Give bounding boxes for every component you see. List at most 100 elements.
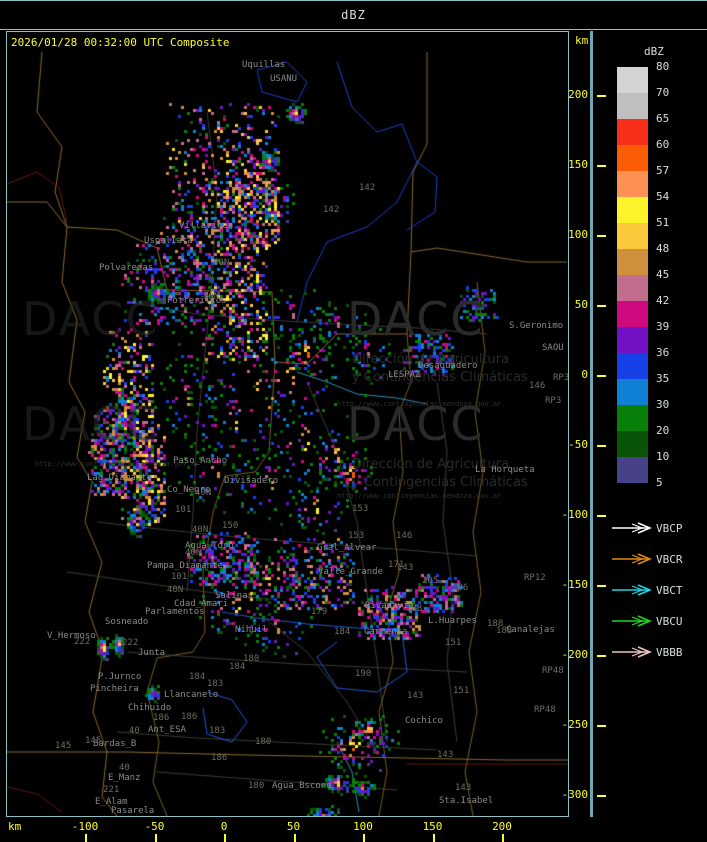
- km-unit-bottom: km: [8, 820, 22, 833]
- route-label: 179: [311, 607, 328, 617]
- arrow-legend-label: VBCU: [656, 615, 683, 628]
- y-tick-mark: [597, 165, 606, 167]
- colorbar-band[interactable]: [617, 119, 648, 145]
- y-axis-line: [590, 31, 593, 817]
- place-label: Chihuido: [128, 703, 172, 713]
- place-label: SAOU: [542, 343, 564, 353]
- y-tick-mark: [597, 655, 606, 657]
- colorbar-band[interactable]: [617, 223, 648, 249]
- colorbar-band[interactable]: [617, 457, 648, 483]
- arrow-legend-label: VBCT: [656, 584, 683, 597]
- colorbar-band[interactable]: [617, 145, 648, 171]
- km-unit-top: km: [575, 34, 589, 47]
- route-label: 186: [211, 753, 228, 763]
- place-label: La Horqueta: [475, 465, 535, 475]
- place-label: Sosneado: [105, 617, 149, 627]
- watermark-brand: DACC: [22, 292, 160, 346]
- route-label: 142: [359, 183, 376, 193]
- radar-plot-area[interactable]: DACC Dirección de Agricultura y Continge…: [7, 52, 568, 816]
- colorbar-band[interactable]: [617, 353, 648, 379]
- route-label: 222: [74, 637, 91, 647]
- colorbar-tick-label: 10: [656, 450, 670, 463]
- route-label: 143: [397, 563, 414, 573]
- x-tick-mark: [224, 834, 226, 842]
- place-label: Pasarela: [111, 806, 155, 816]
- y-tick-label: -100: [561, 508, 589, 521]
- watermark-line1: Dirección de Agricultura: [352, 457, 510, 472]
- y-tick-label: 100: [568, 228, 588, 241]
- timestamp-label: 2026/01/28 00:32:00 UTC Composite: [11, 35, 230, 49]
- watermark-brand: DACC: [347, 397, 485, 451]
- colorbar-band[interactable]: [617, 301, 648, 327]
- place-label: Agua_Toro: [185, 541, 234, 551]
- route-label: RP48: [534, 705, 556, 715]
- route-label: 153: [352, 504, 369, 514]
- arrow-legend-row: VBBB: [600, 640, 707, 671]
- arrow-legend-label: VBBB: [656, 646, 683, 659]
- watermark-line2: y Contingencias Climáticas: [352, 370, 528, 385]
- watermark-url: http://www.contingencias.mendoza.gov.ar: [337, 400, 502, 408]
- colorbar-band[interactable]: [617, 197, 648, 223]
- route-label: 143: [407, 691, 424, 701]
- legend-panel: dBZ VBCP VBCR VBCT VBCU VBBB 80 70 65 60 57 54 51 4…: [600, 31, 707, 817]
- colorbar-band[interactable]: [617, 93, 648, 119]
- place-label: LESPAZ: [388, 370, 421, 380]
- y-tick-label: -250: [561, 718, 589, 731]
- watermark-brand: DACC: [22, 397, 160, 451]
- colorbar-band[interactable]: [617, 405, 648, 431]
- route-label: 184: [189, 672, 206, 682]
- route-label: 186: [181, 712, 198, 722]
- y-tick-mark: [597, 375, 606, 377]
- route-label: 183: [207, 679, 224, 689]
- x-tick-mark: [154, 834, 157, 842]
- route-label: 143: [455, 783, 472, 793]
- watermark-brand: DACC: [347, 292, 485, 346]
- place-label: Desaguadero: [418, 361, 478, 371]
- route-label: 142: [323, 205, 340, 215]
- place-label: Co_Negro: [167, 485, 211, 495]
- route-label: 206: [452, 583, 469, 593]
- place-label: Carmensa: [364, 627, 408, 637]
- route-label: 221: [103, 785, 120, 795]
- x-axis-ticks: -100 -50 0 50 100 150 200: [0, 818, 600, 842]
- place-label: S.Geronimo: [509, 321, 564, 331]
- watermark-url: http://www.contingencias.mendoza.gov.ar: [337, 492, 502, 500]
- watermark-url: http://www.contingencias.mendoza.gov.ar: [35, 460, 200, 468]
- y-tick-mark: [597, 235, 606, 237]
- route-label: RP48: [542, 666, 564, 676]
- route-label: 205: [422, 576, 439, 586]
- colorbar[interactable]: [617, 67, 648, 483]
- place-label: Junta: [138, 648, 166, 658]
- place-label: Cochico: [405, 716, 443, 726]
- place-label: Pampa_Diamante: [147, 561, 223, 571]
- y-tick-mark: [597, 585, 606, 587]
- route-label: 151: [445, 638, 462, 648]
- route-label: 188: [487, 619, 504, 629]
- colorbar-band[interactable]: [617, 327, 648, 353]
- colorbar-tick-label: 5: [656, 476, 663, 489]
- place-label: Rivadavia: [365, 601, 414, 611]
- place-label: Potrerillos: [167, 296, 227, 306]
- route-label: 180: [255, 737, 272, 747]
- route-label: 180: [243, 654, 260, 664]
- y-tick-label: -50: [568, 438, 588, 451]
- x-tick-label: 0: [220, 820, 228, 833]
- wind-barb-icon: [612, 615, 652, 627]
- wind-barb-icon: [612, 646, 652, 658]
- y-tick-mark: [597, 305, 606, 307]
- colorbar-band[interactable]: [617, 249, 648, 275]
- route-label: 40N: [192, 525, 209, 535]
- colorbar-band[interactable]: [617, 431, 648, 457]
- route-label: 40: [119, 763, 130, 773]
- place-label: Polvaredas: [99, 263, 154, 273]
- place-label: Villavicen: [179, 221, 234, 231]
- y-tick-label: -200: [561, 648, 589, 661]
- colorbar-tick-label: 60: [656, 138, 670, 151]
- colorbar-band[interactable]: [617, 275, 648, 301]
- colorbar-band[interactable]: [617, 67, 648, 93]
- colorbar-band[interactable]: [617, 171, 648, 197]
- colorbar-tick-label: 30: [656, 398, 670, 411]
- colorbar-band[interactable]: [617, 379, 648, 405]
- arrow-legend-row: VBCR: [600, 547, 707, 578]
